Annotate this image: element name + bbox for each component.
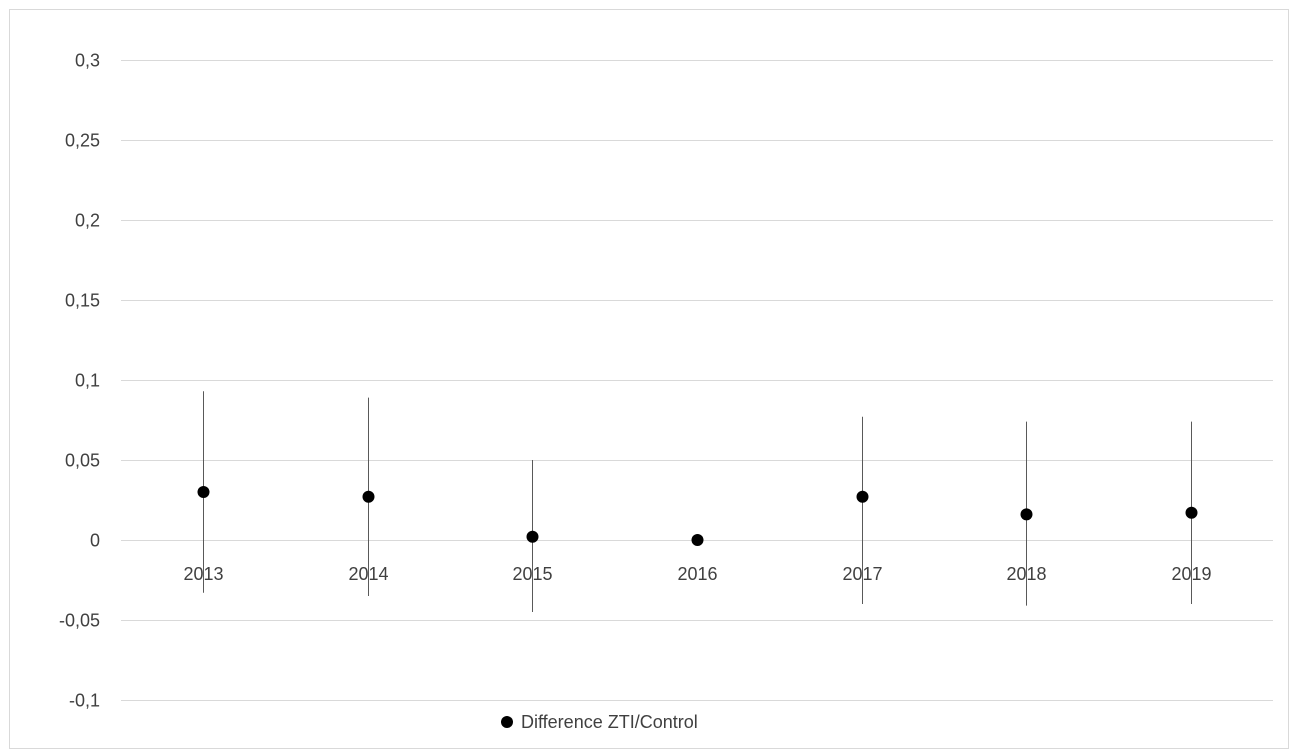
data-point (691, 534, 704, 546)
x-axis-ticks: 2013 2014 2015 2016 2017 2018 2019 (183, 564, 1211, 584)
data-point (1185, 506, 1198, 519)
y-tick-label: 0,1 (75, 371, 100, 391)
y-tick-label: 0,2 (75, 211, 100, 231)
x-tick-label: 2018 (1006, 564, 1046, 584)
data-point (856, 490, 869, 503)
y-tick-label: 0,25 (65, 131, 100, 151)
data-point (197, 486, 210, 498)
y-tick-label: -0,1 (69, 691, 100, 711)
x-tick-label: 2013 (183, 564, 223, 584)
y-tick-label: 0,05 (65, 451, 100, 471)
y-tick-label: -0,05 (59, 611, 100, 631)
gridlines (121, 60, 1273, 701)
data-point (526, 530, 539, 543)
x-tick-label: 2016 (677, 564, 717, 584)
y-tick-label: 0,3 (75, 51, 100, 71)
data-points (197, 486, 1198, 546)
x-tick-label: 2014 (348, 564, 388, 584)
x-tick-label: 2017 (842, 564, 882, 584)
y-tick-label: 0 (90, 531, 100, 551)
legend: Difference ZTI/Control (501, 712, 698, 732)
data-point (362, 490, 375, 503)
chart-frame (9, 9, 1289, 749)
x-tick-label: 2019 (1171, 564, 1211, 584)
y-axis-ticks: -0,1 -0,05 0 0,05 0,1 0,15 0,2 0,25 0,3 (59, 51, 100, 711)
legend-marker (501, 716, 513, 728)
data-point (1020, 508, 1033, 521)
x-tick-label: 2015 (512, 564, 552, 584)
legend-label: Difference ZTI/Control (521, 712, 698, 732)
y-tick-label: 0,15 (65, 291, 100, 311)
